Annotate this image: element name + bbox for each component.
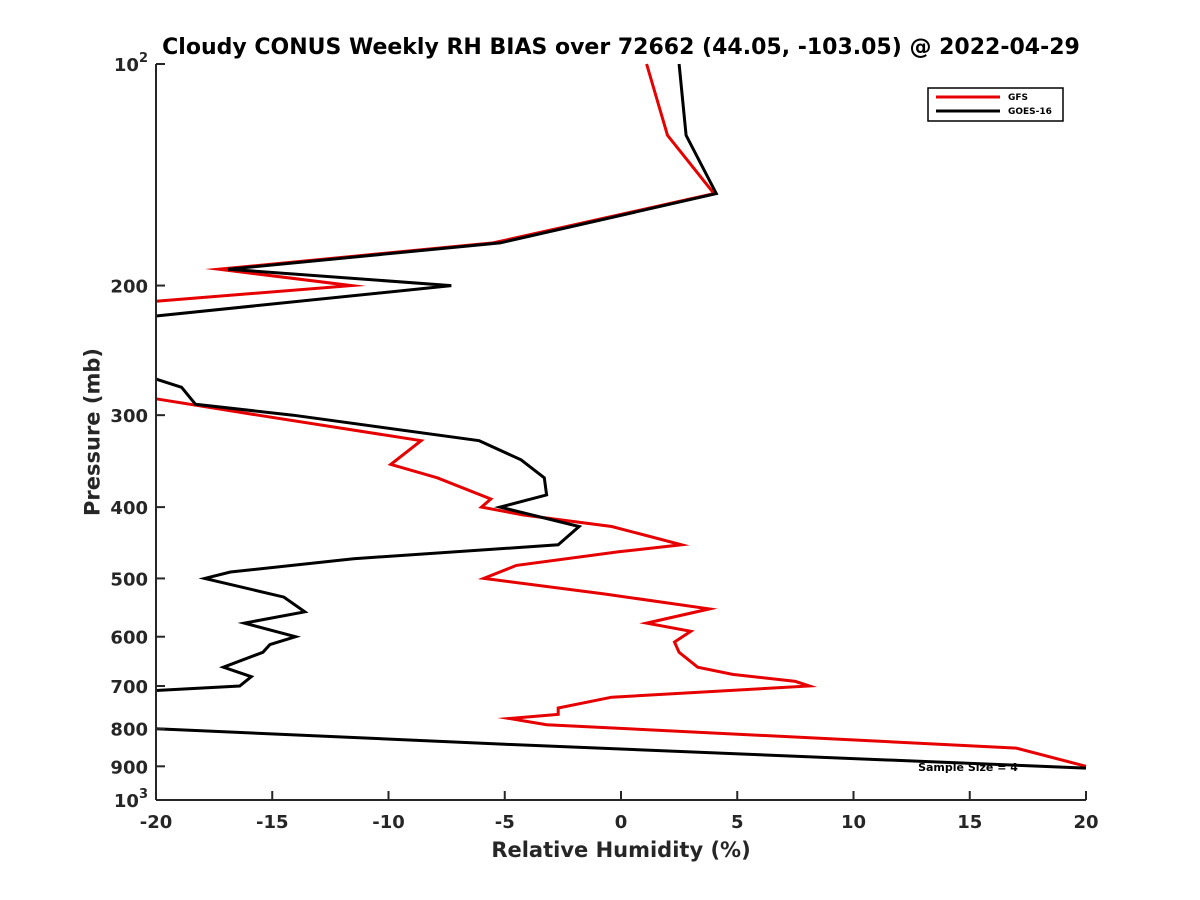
series-layer: [155, 63, 1087, 770]
x-tick-label: -5: [495, 812, 515, 833]
x-tick-label: 20: [1073, 812, 1098, 833]
y-tick-label: 200: [110, 277, 148, 298]
x-tick-label: -10: [372, 812, 405, 833]
y-tick-label: 102: [114, 51, 148, 76]
legend-label-gfs: GFS: [1008, 93, 1028, 103]
y-tick-label: 800: [110, 720, 148, 741]
legend: GFS GOES-16: [927, 87, 1064, 122]
y-tick-label: 700: [110, 677, 148, 698]
sample-size-annotation: Sample Size = 4: [918, 761, 1018, 774]
series-line-goes-16-segment-2: [155, 377, 583, 692]
legend-box: [927, 87, 1064, 122]
series-line-gfs-segment-2: [155, 397, 1087, 768]
y-tick-label: 400: [110, 498, 148, 519]
x-tick-label: 15: [957, 812, 982, 833]
ticks-layer: -20 -15 -10 -5 0 5 10 15 20 102 200 300 400 500 600 700…: [110, 51, 1098, 833]
x-tick-label: -20: [140, 812, 173, 833]
y-axis-label: Pressure (mb): [80, 348, 104, 516]
x-axis-label: Relative Humidity (%): [491, 838, 750, 862]
x-tick-label: -15: [256, 812, 289, 833]
x-tick-label: 5: [731, 812, 744, 833]
series-line-goes-16-segment-3: [155, 727, 1087, 770]
legend-label-goes-16: GOES-16: [1008, 107, 1052, 117]
y-tick-label: 900: [110, 757, 148, 778]
series-goes-16: [155, 63, 1087, 770]
x-tick-label: 10: [841, 812, 866, 833]
y-tick-label: 103: [114, 787, 148, 812]
plot-area: [156, 64, 1086, 800]
chart-title: Cloudy CONUS Weekly RH BIAS over 72662 (…: [162, 35, 1080, 60]
y-tick-label: 600: [110, 628, 148, 649]
y-tick-label: 300: [110, 406, 148, 427]
x-tick-label: 0: [615, 812, 628, 833]
y-tick-label: 500: [110, 569, 148, 590]
series-line-goes-16-segment-1: [155, 63, 719, 318]
